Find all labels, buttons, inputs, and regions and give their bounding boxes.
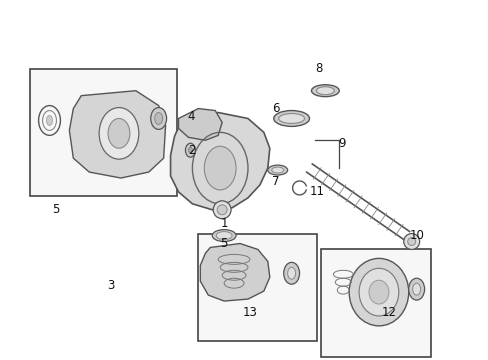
- Ellipse shape: [213, 201, 231, 219]
- Ellipse shape: [287, 267, 295, 279]
- Text: 7: 7: [271, 175, 279, 189]
- Text: 1: 1: [220, 217, 227, 230]
- Text: 5: 5: [52, 203, 59, 216]
- Text: 6: 6: [271, 102, 279, 115]
- Text: 9: 9: [338, 137, 346, 150]
- Ellipse shape: [273, 111, 309, 126]
- Ellipse shape: [348, 258, 408, 326]
- Ellipse shape: [283, 262, 299, 284]
- Text: 12: 12: [381, 306, 396, 319]
- Ellipse shape: [358, 268, 398, 316]
- Polygon shape: [69, 91, 165, 178]
- Ellipse shape: [46, 116, 52, 125]
- Text: 3: 3: [107, 279, 115, 292]
- Ellipse shape: [99, 108, 139, 159]
- Bar: [198, 234, 317, 341]
- Text: 13: 13: [242, 306, 257, 319]
- Text: 4: 4: [187, 110, 195, 123]
- Bar: [30, 69, 176, 196]
- Polygon shape: [170, 113, 269, 210]
- Text: 5: 5: [220, 237, 227, 250]
- Ellipse shape: [316, 87, 334, 95]
- Ellipse shape: [412, 283, 420, 295]
- Ellipse shape: [267, 165, 287, 175]
- Ellipse shape: [408, 278, 424, 300]
- Ellipse shape: [204, 146, 236, 190]
- Text: 8: 8: [315, 62, 323, 75]
- Ellipse shape: [185, 143, 195, 157]
- Ellipse shape: [216, 231, 232, 239]
- Polygon shape: [178, 109, 222, 140]
- Ellipse shape: [407, 238, 415, 246]
- Ellipse shape: [212, 230, 236, 242]
- Ellipse shape: [278, 113, 304, 123]
- Ellipse shape: [217, 205, 226, 215]
- Text: 2: 2: [187, 144, 195, 157]
- Ellipse shape: [108, 118, 130, 148]
- Bar: [321, 249, 429, 357]
- Ellipse shape: [403, 234, 419, 249]
- Text: 10: 10: [408, 229, 423, 242]
- Ellipse shape: [368, 280, 388, 304]
- Text: 11: 11: [309, 185, 324, 198]
- Ellipse shape: [188, 147, 192, 153]
- Polygon shape: [200, 243, 269, 301]
- Ellipse shape: [311, 85, 339, 96]
- Ellipse shape: [154, 113, 163, 125]
- Ellipse shape: [271, 167, 283, 173]
- Ellipse shape: [150, 108, 166, 129]
